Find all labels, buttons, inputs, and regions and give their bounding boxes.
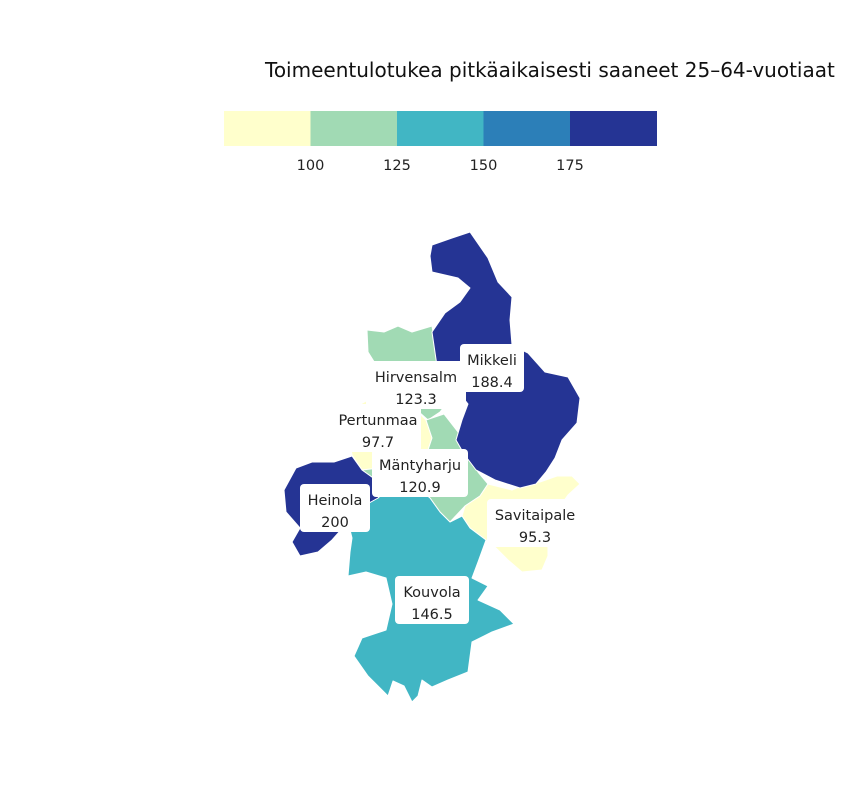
legend-tick-label: 150 [470,158,498,174]
region-name: Mikkeli [467,353,517,369]
label-box [395,576,469,624]
region-value: 200 [321,515,349,531]
legend-swatch [224,111,311,146]
legend-tick-label: 125 [383,158,411,174]
map-title: Toimeentulotukea pitkäaikaisesti saaneet… [264,58,835,82]
label-box [460,344,524,392]
region-label: Kouvola 146.5 [395,576,469,624]
region-label: Mäntyharju 120.9 [372,449,468,497]
legend-tick-label: 175 [556,158,584,174]
region-name: Mäntyharju [379,458,461,474]
region-value: 95.3 [519,530,551,546]
label-box [300,484,370,532]
legend-swatch [570,111,657,146]
legend-swatch [397,111,484,146]
region-name: Hirvensalm [375,370,457,386]
label-box [366,361,466,409]
region-value: 97.7 [362,435,394,451]
legend-swatch [310,111,398,146]
region-name: Heinola [308,493,363,509]
label-box [487,499,583,547]
region-label: Mikkeli 188.4 [460,344,524,392]
region-label: Savitaipale 95.3 [487,499,583,547]
region-name: Kouvola [403,585,460,601]
region-value: 146.5 [411,607,453,623]
label-box [372,449,468,497]
color-legend: 100 125 150 175 [224,111,657,174]
region-label: Heinola 200 [300,484,370,532]
legend-tick-label: 100 [297,158,325,174]
region-value: 120.9 [399,480,441,496]
region-name: Savitaipale [495,508,575,524]
region-name: Pertunmaa [338,413,417,429]
label-box [335,404,421,452]
legend-swatch [483,111,571,146]
region-label: Pertunmaa 97.7 [335,404,421,452]
region-value: 188.4 [471,375,513,391]
